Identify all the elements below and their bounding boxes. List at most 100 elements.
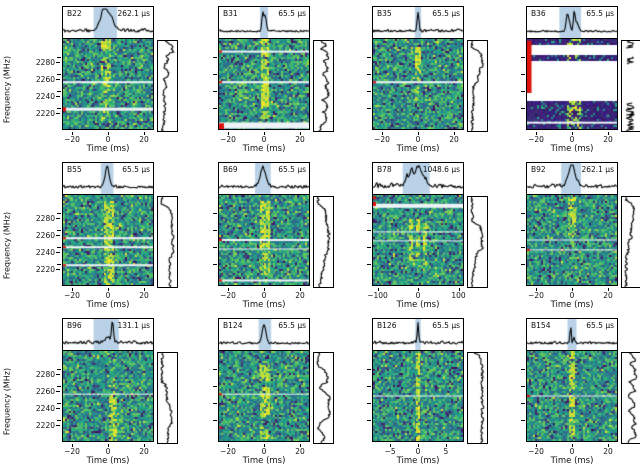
freq-profile [467, 352, 488, 444]
x-tick: −20 [64, 135, 80, 144]
waterfall-plot [219, 351, 309, 441]
y-tick-mark [213, 264, 217, 266]
burst-time-profile: B154 65.5 μs [526, 318, 618, 351]
y-tick: 2280 [36, 58, 60, 67]
x-tick: 20 [603, 291, 613, 300]
dynamic-spectrum [526, 39, 618, 130]
y-tick-mark [521, 368, 525, 370]
y-tick-mark [367, 108, 371, 110]
x-tick: 20 [295, 447, 305, 456]
y-tick: 2220 [36, 109, 60, 118]
y-tick: 2220 [36, 265, 60, 274]
time-profile-plot [219, 319, 309, 350]
y-tick-mark [57, 90, 61, 92]
x-tick-labels: −20 0 20 [218, 288, 310, 301]
burst-duration-label: 65.5 μs [278, 165, 306, 174]
x-tick-mark [382, 132, 383, 135]
x-tick-mark [418, 288, 419, 291]
spectrum-row [57, 39, 180, 132]
burst-id-label: B96 [67, 321, 82, 330]
panel-b22: Frequency (MHz) 2280 2260 2240 2220 B22 … [0, 6, 178, 156]
spectrum-row [367, 39, 490, 132]
panel-b55: Frequency (MHz) 2280 2260 2240 2220 B55 … [0, 162, 178, 312]
y-tick-mark [367, 212, 371, 214]
x-tick-labels: −5 0 5 [372, 444, 464, 457]
y-axis: Frequency (MHz) 2280 2260 2240 2220 [0, 12, 62, 162]
y-tick-mark [213, 420, 217, 422]
freq-profile-plot [158, 353, 177, 443]
x-tick: −20 [528, 291, 544, 300]
burst-time-profile: B78 1048.6 μs [372, 162, 464, 195]
waterfall-plot [219, 195, 309, 285]
x-axis-label: Time (ms) [242, 456, 286, 466]
burst-duration-label: 65.5 μs [586, 9, 614, 18]
x-tick-mark [264, 444, 265, 447]
y-tick-mark [367, 385, 371, 387]
spectrum-row [213, 39, 336, 132]
y-tick-mark [521, 246, 525, 248]
x-tick-labels: −100 0 100 [367, 288, 466, 301]
time-profile-plot [527, 319, 617, 350]
x-tick-mark [300, 132, 301, 135]
freq-profile-plot [622, 353, 640, 443]
x-tick-mark [390, 444, 392, 447]
time-profile-plot [373, 319, 463, 350]
freq-profile-plot [314, 197, 333, 287]
spectrum-row [521, 351, 640, 444]
y-tick-mark [213, 368, 217, 370]
x-axis-label: Time (ms) [242, 300, 286, 310]
freq-profile [467, 40, 488, 132]
freq-profile [621, 196, 640, 288]
dynamic-spectrum [62, 39, 154, 130]
y-tick-mark [213, 246, 217, 248]
x-tick-mark [536, 444, 537, 447]
freq-profile-plot [314, 41, 333, 131]
x-tick-labels: −20 0 20 [62, 288, 154, 301]
spectrum-row [521, 39, 640, 132]
y-tick: 2240 [36, 92, 60, 101]
y-tick-mark [57, 108, 61, 110]
waterfall-plot [527, 39, 617, 129]
x-axis-label: Time (ms) [86, 456, 130, 466]
freq-profile [313, 40, 334, 132]
dynamic-spectrum [372, 351, 464, 442]
spectrum-row [57, 195, 180, 288]
x-tick-mark [572, 288, 573, 291]
freq-profile [157, 196, 178, 288]
y-tick-mark [521, 212, 525, 214]
time-profile-plot [219, 7, 309, 38]
panel-b35: B35 65.5 μs −20 0 20 Time (ms) [332, 6, 488, 156]
burst-id-label: B154 [531, 321, 551, 330]
x-tick-mark [377, 288, 379, 291]
burst-time-profile: B36 65.5 μs [526, 6, 618, 39]
x-axis-label: Time (ms) [396, 456, 440, 466]
dynamic-spectrum [62, 195, 154, 286]
x-tick-mark [536, 288, 537, 291]
y-tick: 2220 [36, 421, 60, 430]
x-tick: 0 [415, 447, 421, 456]
panel-b31: B31 65.5 μs −20 0 20 Time (ms) [178, 6, 334, 156]
x-tick: 20 [139, 135, 149, 144]
y-tick-mark [367, 56, 371, 58]
x-tick: 20 [449, 135, 459, 144]
burst-id-label: B69 [223, 165, 238, 174]
freq-profile [621, 40, 640, 132]
burst-id-label: B78 [377, 165, 392, 174]
freq-profile [621, 352, 640, 444]
burst-time-profile: B96 131.1 μs [62, 318, 154, 351]
x-tick-mark [608, 444, 609, 447]
waterfall-plot [63, 351, 153, 441]
burst-id-label: B124 [223, 321, 243, 330]
x-axis-label: Time (ms) [242, 144, 286, 154]
y-tick-mark [367, 229, 371, 231]
x-tick: −20 [528, 447, 544, 456]
y-tick: 2280 [36, 214, 60, 223]
x-tick-mark [418, 444, 419, 447]
x-tick: −20 [220, 291, 236, 300]
x-tick-mark [608, 288, 609, 291]
x-tick-labels: −20 0 20 [526, 288, 618, 301]
x-tick-labels: −20 0 20 [62, 444, 154, 457]
burst-duration-label: 65.5 μs [432, 9, 460, 18]
time-profile-plot [63, 7, 153, 38]
